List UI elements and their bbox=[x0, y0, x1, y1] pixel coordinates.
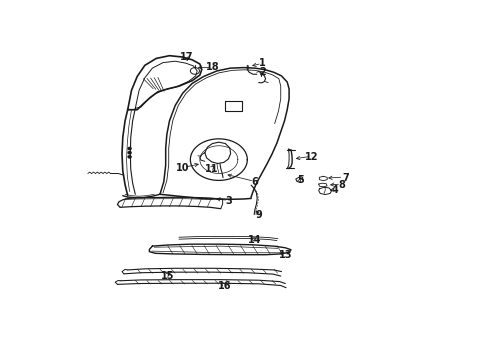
Text: 10: 10 bbox=[176, 163, 190, 173]
Text: 11: 11 bbox=[204, 164, 218, 174]
Text: 9: 9 bbox=[255, 210, 262, 220]
Text: 6: 6 bbox=[251, 177, 258, 187]
Text: 3: 3 bbox=[225, 196, 232, 206]
Text: 16: 16 bbox=[218, 281, 231, 291]
Text: 7: 7 bbox=[342, 173, 349, 183]
Text: 17: 17 bbox=[180, 52, 194, 62]
Text: 4: 4 bbox=[331, 185, 338, 195]
Text: 18: 18 bbox=[206, 62, 220, 72]
Text: 14: 14 bbox=[248, 235, 262, 245]
Text: 12: 12 bbox=[305, 152, 318, 162]
Text: 15: 15 bbox=[161, 271, 174, 281]
Text: 2: 2 bbox=[259, 67, 266, 77]
Text: 8: 8 bbox=[339, 180, 346, 190]
Text: 1: 1 bbox=[259, 58, 266, 68]
Text: 5: 5 bbox=[297, 175, 304, 185]
Circle shape bbox=[128, 148, 131, 150]
Circle shape bbox=[128, 152, 131, 154]
Text: 13: 13 bbox=[278, 250, 292, 260]
Circle shape bbox=[128, 156, 131, 158]
